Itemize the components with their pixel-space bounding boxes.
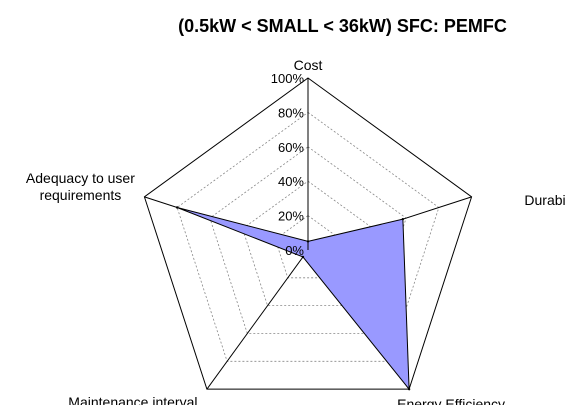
axis-label-2: Durability <box>524 192 565 208</box>
tick-label: 20% <box>278 209 304 224</box>
data-point-3 <box>407 387 411 391</box>
data-point-4 <box>301 255 305 259</box>
axis-label-1: Cost <box>294 57 323 73</box>
axis-label-5: Adequacy to user requirements <box>26 170 135 203</box>
grid-ring-60 <box>209 146 407 334</box>
axis-label-3: Energy Efficiency <box>397 396 505 405</box>
tick-label: 60% <box>278 140 304 155</box>
chart-title: (0.5kW < SMALL < 36kW) SFC: PEMFC <box>178 16 507 36</box>
series-area-1 <box>176 206 410 391</box>
tick-label: 40% <box>278 174 304 189</box>
grid-ring-outer <box>143 77 473 390</box>
data-point-2 <box>401 217 405 221</box>
tick-label: 100% <box>271 71 305 86</box>
axis-spoke-4 <box>206 249 309 390</box>
tick-label: 0% <box>285 243 304 258</box>
tick-label: 80% <box>278 105 304 120</box>
grid-ring-80 <box>176 111 440 362</box>
data-point-5 <box>175 206 179 209</box>
axis-label-4: Maintenance interval <box>68 394 197 405</box>
grid-ring-40 <box>242 180 374 307</box>
